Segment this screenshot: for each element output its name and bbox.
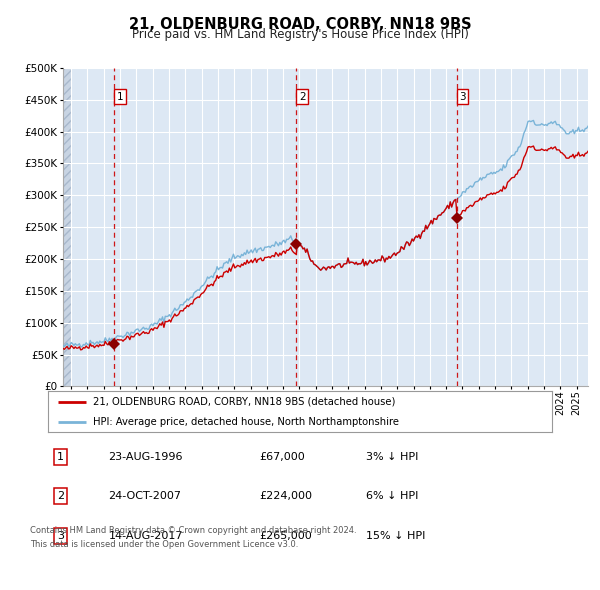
Text: 21, OLDENBURG ROAD, CORBY, NN18 9BS (detached house): 21, OLDENBURG ROAD, CORBY, NN18 9BS (det… [94, 397, 396, 407]
Text: 1: 1 [57, 452, 64, 461]
Text: Price paid vs. HM Land Registry's House Price Index (HPI): Price paid vs. HM Land Registry's House … [131, 28, 469, 41]
Text: 3: 3 [57, 531, 64, 540]
Text: 6% ↓ HPI: 6% ↓ HPI [365, 491, 418, 501]
Text: Contains HM Land Registry data © Crown copyright and database right 2024.: Contains HM Land Registry data © Crown c… [30, 526, 356, 535]
Text: 15% ↓ HPI: 15% ↓ HPI [365, 531, 425, 540]
Text: 21, OLDENBURG ROAD, CORBY, NN18 9BS: 21, OLDENBURG ROAD, CORBY, NN18 9BS [128, 17, 472, 31]
Text: 2: 2 [299, 91, 305, 101]
Text: HPI: Average price, detached house, North Northamptonshire: HPI: Average price, detached house, Nort… [94, 417, 400, 427]
Text: £67,000: £67,000 [260, 452, 305, 461]
Text: 2: 2 [57, 491, 64, 501]
Text: 23-AUG-1996: 23-AUG-1996 [109, 452, 183, 461]
Text: 3: 3 [459, 91, 466, 101]
Text: 3% ↓ HPI: 3% ↓ HPI [365, 452, 418, 461]
Text: 24-OCT-2007: 24-OCT-2007 [109, 491, 181, 501]
Text: This data is licensed under the Open Government Licence v3.0.: This data is licensed under the Open Gov… [30, 540, 298, 549]
Text: £224,000: £224,000 [260, 491, 313, 501]
Text: 1: 1 [117, 91, 124, 101]
Text: £265,000: £265,000 [260, 531, 313, 540]
Text: 14-AUG-2017: 14-AUG-2017 [109, 531, 183, 540]
